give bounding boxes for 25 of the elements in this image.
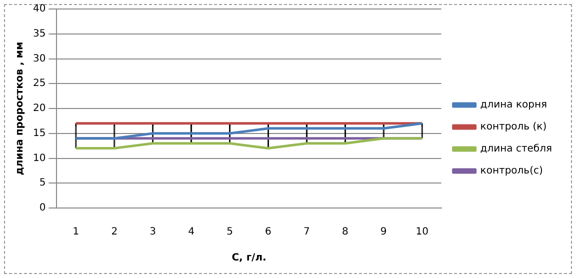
x-tick-label: 6 [265,226,272,238]
x-tick-label: 2 [111,226,118,238]
y-tick-label: 25 [32,78,46,90]
x-axis-title: C, г/л. [232,252,266,264]
y-tick-label: 30 [32,53,46,64]
y-tick-label: 5 [39,178,46,189]
y-tick-label: 0 [39,202,46,214]
y-tick-label: 20 [32,103,46,114]
x-tick-label: 5 [226,226,233,238]
y-tick-label: 40 [32,4,46,15]
legend-label: длина корня [480,100,548,111]
y-tick-label: 35 [32,28,46,40]
x-tick-label: 8 [342,226,348,238]
legend-label: длина стебля [480,144,552,155]
x-tick-label: 4 [188,226,195,238]
x-tick-label: 9 [380,226,387,238]
x-tick-label: 7 [304,226,310,238]
x-tick-label: 3 [150,226,156,238]
x-tick-label: 1 [72,226,80,238]
y-tick-label: 15 [32,128,46,139]
legend-label: контроль(с) [480,166,543,177]
legend-label: контроль (к) [480,122,547,133]
x-tick-label: 10 [416,226,428,238]
y-axis-title: длина проростков , мм [14,42,26,176]
y-tick-label: 10 [32,152,46,164]
